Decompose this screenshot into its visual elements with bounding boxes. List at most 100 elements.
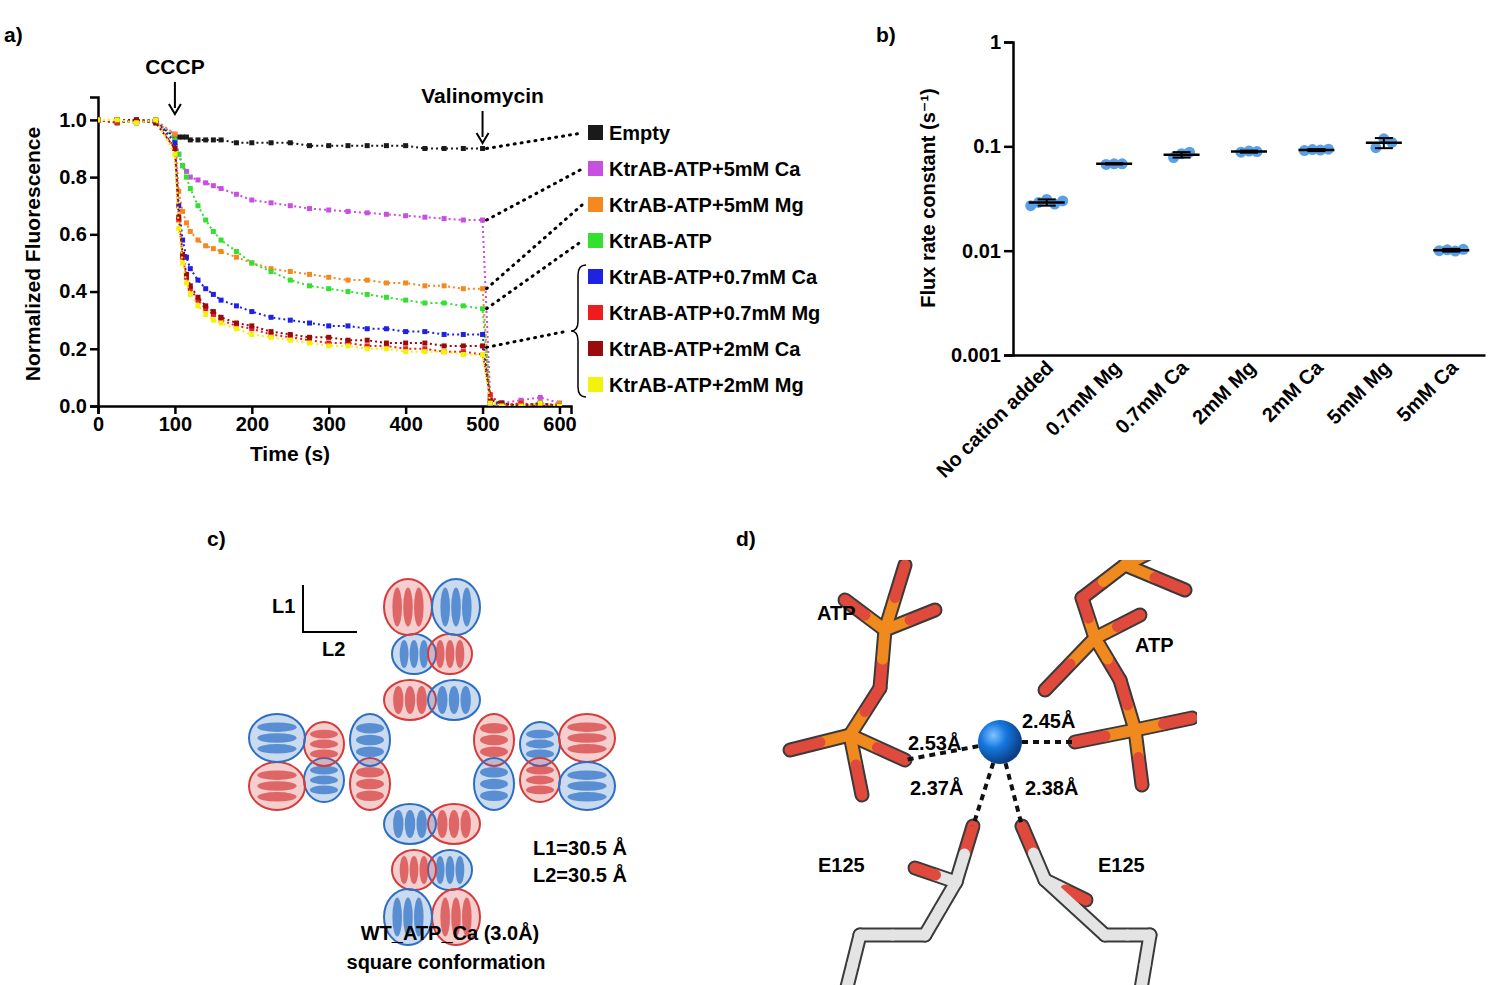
tick-label: 0.2 bbox=[59, 338, 87, 360]
protein-subunit bbox=[384, 579, 480, 720]
annotation-arrow bbox=[482, 111, 484, 137]
bond-outline bbox=[1135, 718, 1192, 730]
panel-label: b) bbox=[876, 23, 896, 46]
mean-error bbox=[1231, 151, 1267, 153]
marker bbox=[480, 352, 485, 357]
marker bbox=[403, 298, 408, 303]
marker bbox=[480, 306, 485, 311]
marker bbox=[195, 238, 200, 243]
helix bbox=[436, 640, 445, 668]
bond bbox=[1155, 578, 1185, 591]
annotation-arrowhead bbox=[169, 104, 181, 114]
marker bbox=[98, 117, 101, 122]
marker bbox=[134, 120, 139, 125]
domain bbox=[392, 850, 436, 890]
helix bbox=[449, 686, 459, 714]
tick-mark bbox=[90, 234, 98, 237]
marker bbox=[307, 143, 312, 148]
marker bbox=[184, 280, 189, 285]
marker bbox=[442, 332, 447, 337]
marker bbox=[461, 352, 466, 357]
tick: 5mM Mg bbox=[1323, 355, 1395, 428]
tick-label: 0 bbox=[93, 413, 104, 435]
marker bbox=[219, 298, 224, 303]
tick: 0.7mM Mg bbox=[1041, 355, 1125, 440]
helix bbox=[310, 750, 338, 759]
marker bbox=[345, 209, 350, 214]
tick: 0.001 bbox=[951, 344, 1013, 366]
marker bbox=[403, 213, 408, 218]
tick-mark bbox=[1004, 41, 1013, 44]
marker bbox=[172, 132, 177, 137]
marker bbox=[195, 278, 200, 283]
tick-label: 0.01 bbox=[962, 240, 1001, 262]
panel-label: c) bbox=[207, 527, 226, 550]
tick: 0.8 bbox=[59, 166, 98, 188]
marker bbox=[538, 401, 543, 406]
marker bbox=[98, 117, 101, 122]
marker bbox=[211, 137, 216, 142]
marker bbox=[153, 117, 158, 122]
marker bbox=[519, 404, 524, 407]
marker bbox=[203, 180, 208, 185]
marker bbox=[307, 272, 312, 277]
error-cap bbox=[1375, 137, 1393, 139]
marker bbox=[219, 321, 224, 326]
bond-outline bbox=[860, 928, 925, 943]
distance-label: 2.53Å bbox=[908, 731, 961, 754]
axes-indicator bbox=[303, 585, 357, 632]
marker bbox=[195, 203, 200, 208]
helix bbox=[405, 686, 415, 714]
domain bbox=[474, 758, 514, 810]
helix bbox=[480, 735, 508, 745]
marker bbox=[188, 137, 193, 142]
marker bbox=[134, 120, 139, 125]
marker bbox=[195, 137, 200, 142]
tick-label: 0.0 bbox=[59, 395, 87, 417]
marker bbox=[115, 117, 120, 122]
tick-mark bbox=[90, 291, 98, 294]
helix bbox=[393, 810, 403, 838]
marker bbox=[345, 289, 350, 294]
tick: 0.1 bbox=[973, 135, 1013, 157]
helix bbox=[410, 856, 419, 884]
mean-line bbox=[1231, 150, 1267, 153]
marker bbox=[422, 329, 427, 334]
marker bbox=[365, 292, 370, 297]
marker bbox=[488, 401, 493, 406]
mean-line bbox=[1029, 201, 1065, 204]
mean-line bbox=[1096, 163, 1132, 166]
legend-connector bbox=[487, 133, 582, 149]
distance-label: 2.37Å bbox=[910, 776, 963, 799]
distance-label: 2.45Å bbox=[1022, 709, 1075, 732]
bond-outline bbox=[1120, 680, 1135, 730]
marker bbox=[172, 152, 177, 157]
marker bbox=[461, 303, 466, 308]
protein-subunit bbox=[249, 714, 390, 810]
marker bbox=[442, 349, 447, 354]
bond bbox=[895, 565, 905, 598]
marker bbox=[488, 401, 493, 406]
domain bbox=[428, 680, 480, 720]
marker bbox=[461, 218, 466, 223]
marker bbox=[365, 278, 370, 283]
bond bbox=[1045, 664, 1070, 690]
bond-outline bbox=[850, 688, 880, 735]
tick-mark bbox=[1004, 250, 1013, 253]
marker bbox=[461, 146, 466, 151]
marker bbox=[499, 404, 504, 407]
marker bbox=[422, 146, 427, 151]
series bbox=[98, 117, 562, 405]
marker bbox=[269, 335, 274, 340]
marker bbox=[269, 140, 274, 145]
tick-label: 5mM Ca bbox=[1392, 356, 1462, 426]
marker bbox=[153, 117, 158, 122]
marker bbox=[249, 323, 254, 328]
mean-line bbox=[1298, 149, 1334, 152]
helix bbox=[451, 587, 461, 626]
helix bbox=[310, 740, 338, 749]
y-axis-line bbox=[90, 98, 99, 407]
tick: 0.4 bbox=[59, 280, 98, 302]
tick-label: 300 bbox=[313, 413, 346, 435]
series-line bbox=[98, 120, 559, 406]
